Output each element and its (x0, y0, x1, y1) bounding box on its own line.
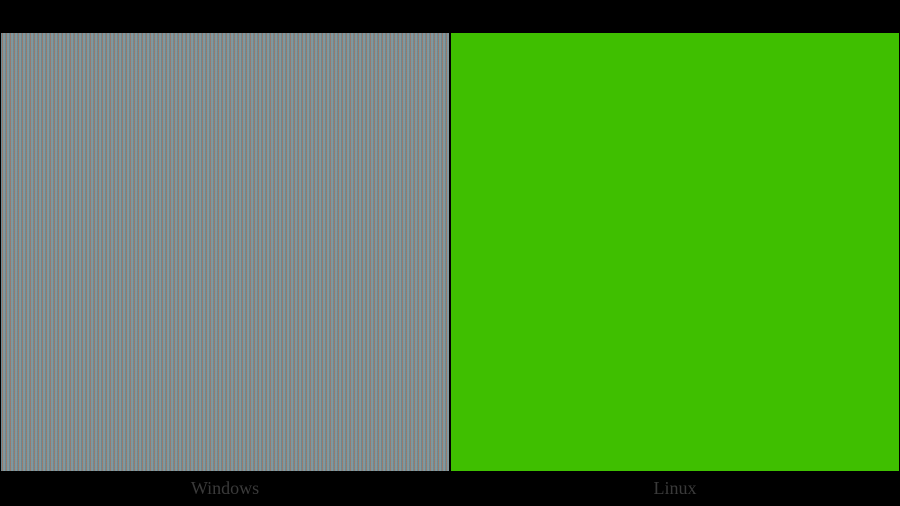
right-panel: Linux (450, 0, 900, 506)
right-panel-label: Linux (654, 478, 697, 499)
left-panel-body (1, 33, 449, 471)
right-panel-body (451, 33, 899, 471)
right-panel-header (451, 1, 899, 33)
right-panel-footer: Linux (451, 471, 899, 505)
left-panel-header (1, 1, 449, 33)
left-panel: Windows (0, 0, 450, 506)
left-panel-label: Windows (191, 478, 259, 499)
left-panel-footer: Windows (1, 471, 449, 505)
